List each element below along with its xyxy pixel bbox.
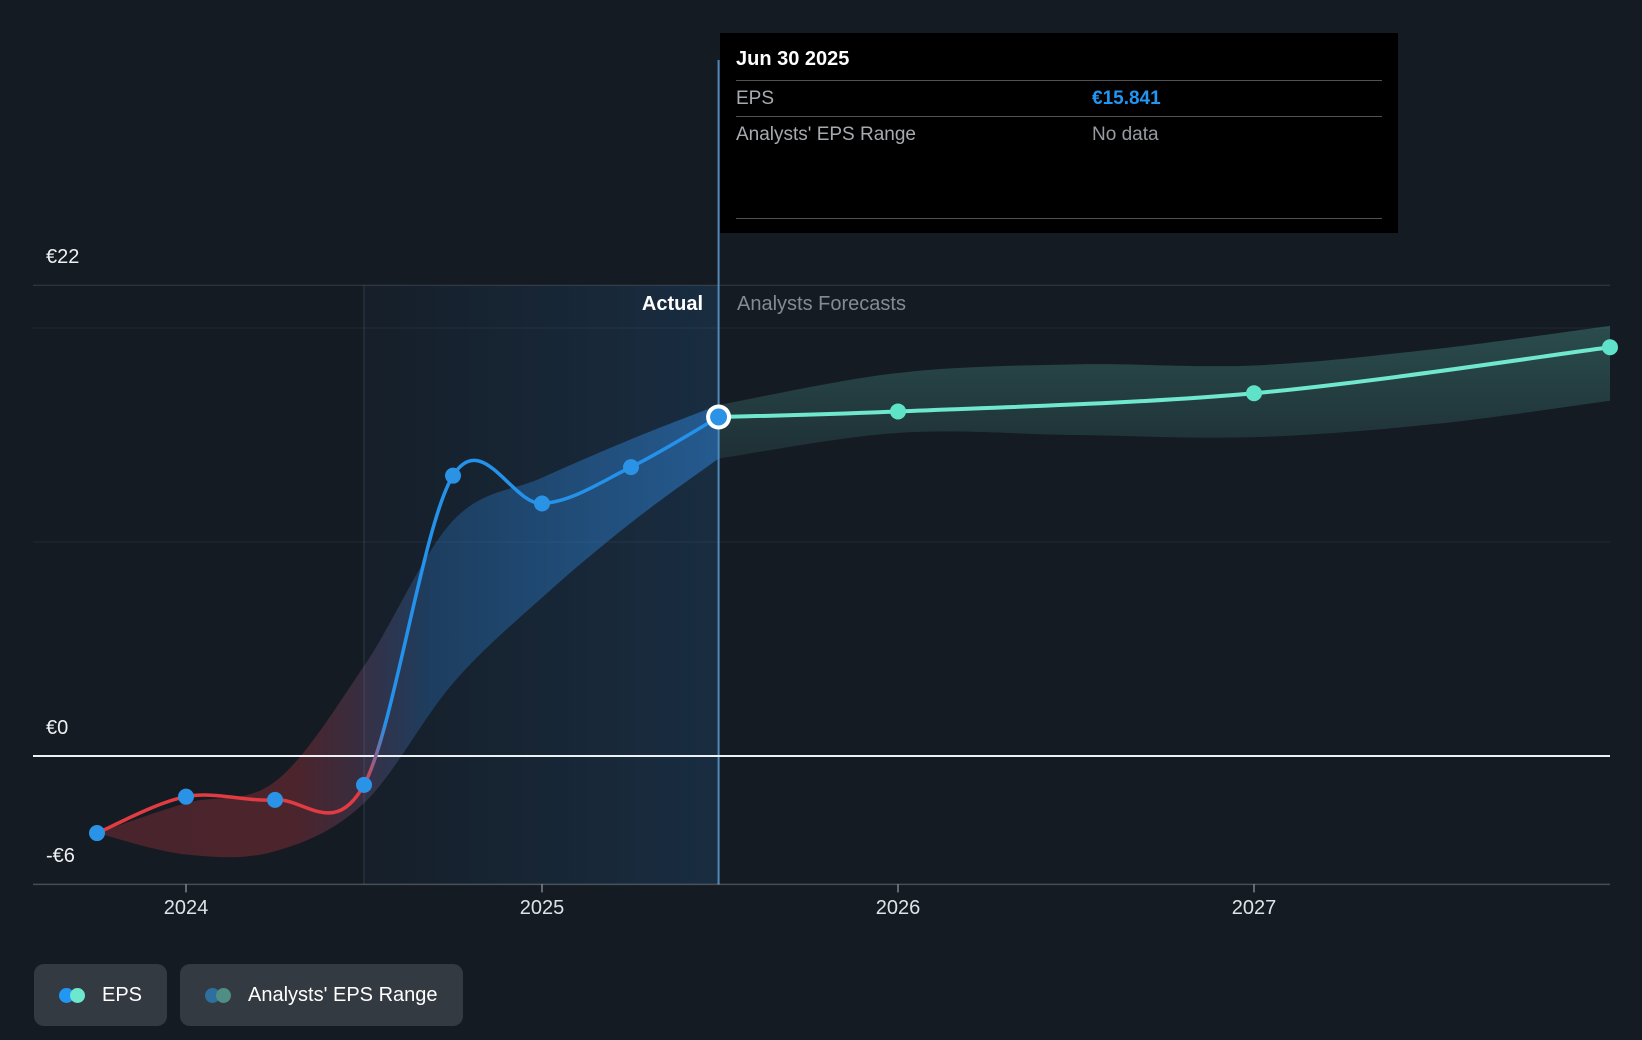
y-axis-label: €22 xyxy=(46,246,80,269)
analyst-range-band-forecast xyxy=(718,325,1610,459)
eps-forecast-line xyxy=(716,345,1612,420)
x-axis-label: 2026 xyxy=(875,897,921,919)
legend-item-analysts-eps-range[interactable]: Analysts' EPS Range xyxy=(180,964,463,1026)
tooltip-row-eps: EPS €15.841 xyxy=(720,81,1398,116)
eps-actual-point xyxy=(178,788,194,805)
tooltip-divider xyxy=(736,218,1382,219)
tooltip-divider xyxy=(736,116,1382,117)
tooltip-divider xyxy=(736,80,1382,81)
x-axis-label: 2027 xyxy=(1231,897,1277,919)
eps-actual-point xyxy=(534,495,550,512)
tooltip-spacer xyxy=(720,152,1398,218)
forecast-phase-label: Analysts Forecasts xyxy=(737,293,906,315)
y-axis-label: -€6 xyxy=(46,845,75,868)
chart-legend: EPS Analysts' EPS Range xyxy=(34,964,463,1026)
eps-forecast-point xyxy=(1246,385,1262,402)
eps-actual-point xyxy=(89,825,105,842)
legend-eps-label: EPS xyxy=(102,983,143,1006)
tooltip-eps-label: EPS xyxy=(736,87,775,109)
chart-tooltip: Jun 30 2025 EPS €15.841 Analysts' EPS Ra… xyxy=(720,33,1398,233)
eps-forecast-point xyxy=(1602,339,1618,356)
legend-range-label: Analysts' EPS Range xyxy=(248,983,438,1006)
legend-item-eps[interactable]: EPS xyxy=(34,964,168,1026)
eps-actual-point xyxy=(623,459,639,476)
tooltip-date: Jun 30 2025 xyxy=(736,48,850,70)
tooltip-range-label: Analysts' EPS Range xyxy=(736,123,916,145)
eps-actual-point xyxy=(445,467,461,484)
x-axis-label: 2025 xyxy=(519,897,565,919)
eps-actual-line xyxy=(95,415,721,835)
y-axis-label: €0 xyxy=(46,717,69,739)
tooltip-range-value: No data xyxy=(1092,123,1159,145)
eps-teal-dot-icon xyxy=(70,987,85,1003)
tooltip-row-range: Analysts' EPS Range No data xyxy=(720,117,1398,152)
eps-forecast-point xyxy=(890,403,906,420)
x-axis-label: 2024 xyxy=(163,897,209,919)
selected-point xyxy=(710,408,728,426)
eps-legend-icon xyxy=(59,987,85,1003)
eps-actual-point xyxy=(267,791,283,808)
eps-actual-point xyxy=(356,776,372,793)
actual-phase-label: Actual xyxy=(641,293,703,315)
tooltip-eps-value: €15.841 xyxy=(1092,87,1161,109)
range-legend-icon xyxy=(205,987,232,1003)
range-teal-dot-icon xyxy=(216,987,232,1003)
